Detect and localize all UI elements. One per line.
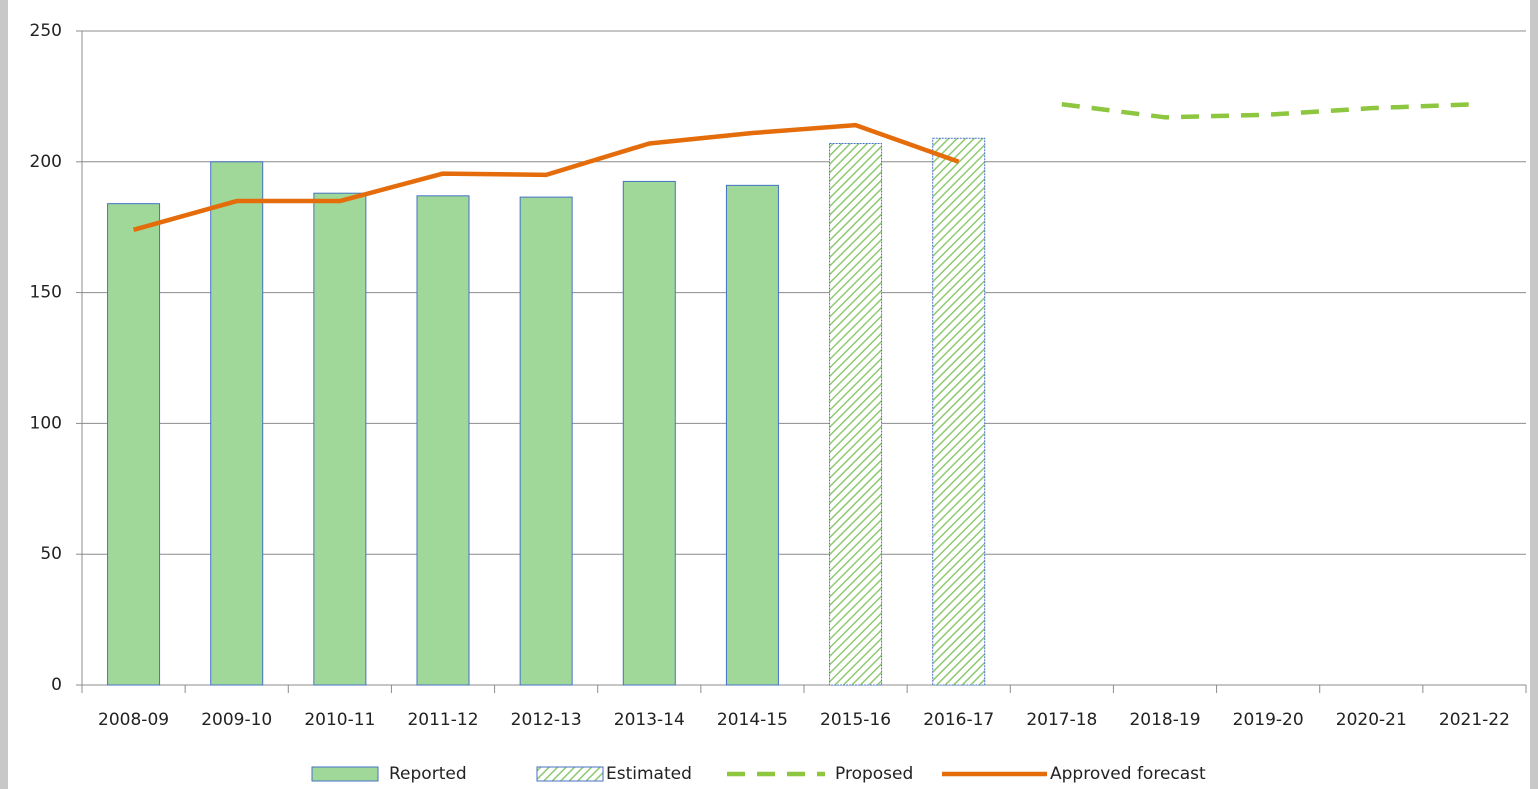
x-tick-label: 2010-11 — [304, 710, 375, 730]
x-tick-label: 2009-10 — [201, 710, 272, 730]
x-tick-label: 2015-16 — [820, 710, 891, 730]
bar — [519, 196, 573, 686]
x-tick-label: 2011-12 — [407, 710, 478, 730]
bar — [210, 161, 264, 686]
bar — [829, 142, 883, 686]
x-tick-label: 2020-21 — [1336, 710, 1407, 730]
y-tick-label: 200 — [30, 152, 62, 172]
x-tick-label: 2016-17 — [923, 710, 994, 730]
bar — [725, 184, 779, 686]
line — [132, 122, 960, 232]
legend-swatch — [311, 766, 379, 782]
legend-label: Estimated — [606, 764, 692, 784]
legend-label: Reported — [389, 764, 467, 784]
x-tick-label: 2018-19 — [1129, 710, 1200, 730]
bar — [622, 180, 676, 686]
x-tick-label: 2021-22 — [1439, 710, 1510, 730]
legend-label: Approved forecast — [1050, 764, 1206, 784]
x-tick-label: 2014-15 — [717, 710, 788, 730]
y-tick-label: 50 — [40, 544, 62, 564]
bar — [107, 203, 161, 686]
line — [1061, 101, 1475, 120]
y-tick-label: 150 — [30, 283, 62, 303]
bar — [932, 137, 986, 686]
x-tick-label: 2012-13 — [511, 710, 582, 730]
y-tick-label: 100 — [30, 413, 62, 433]
bar — [313, 192, 367, 686]
legend-swatch — [536, 766, 604, 782]
x-tick-label: 2008-09 — [98, 710, 169, 730]
x-tick-label: 2013-14 — [614, 710, 685, 730]
y-tick-label: 0 — [51, 675, 62, 695]
legend-label: Proposed — [835, 764, 913, 784]
bar — [416, 195, 470, 686]
x-tick-label: 2017-18 — [1026, 710, 1097, 730]
x-tick-label: 2019-20 — [1233, 710, 1304, 730]
y-tick-label: 250 — [30, 21, 62, 41]
